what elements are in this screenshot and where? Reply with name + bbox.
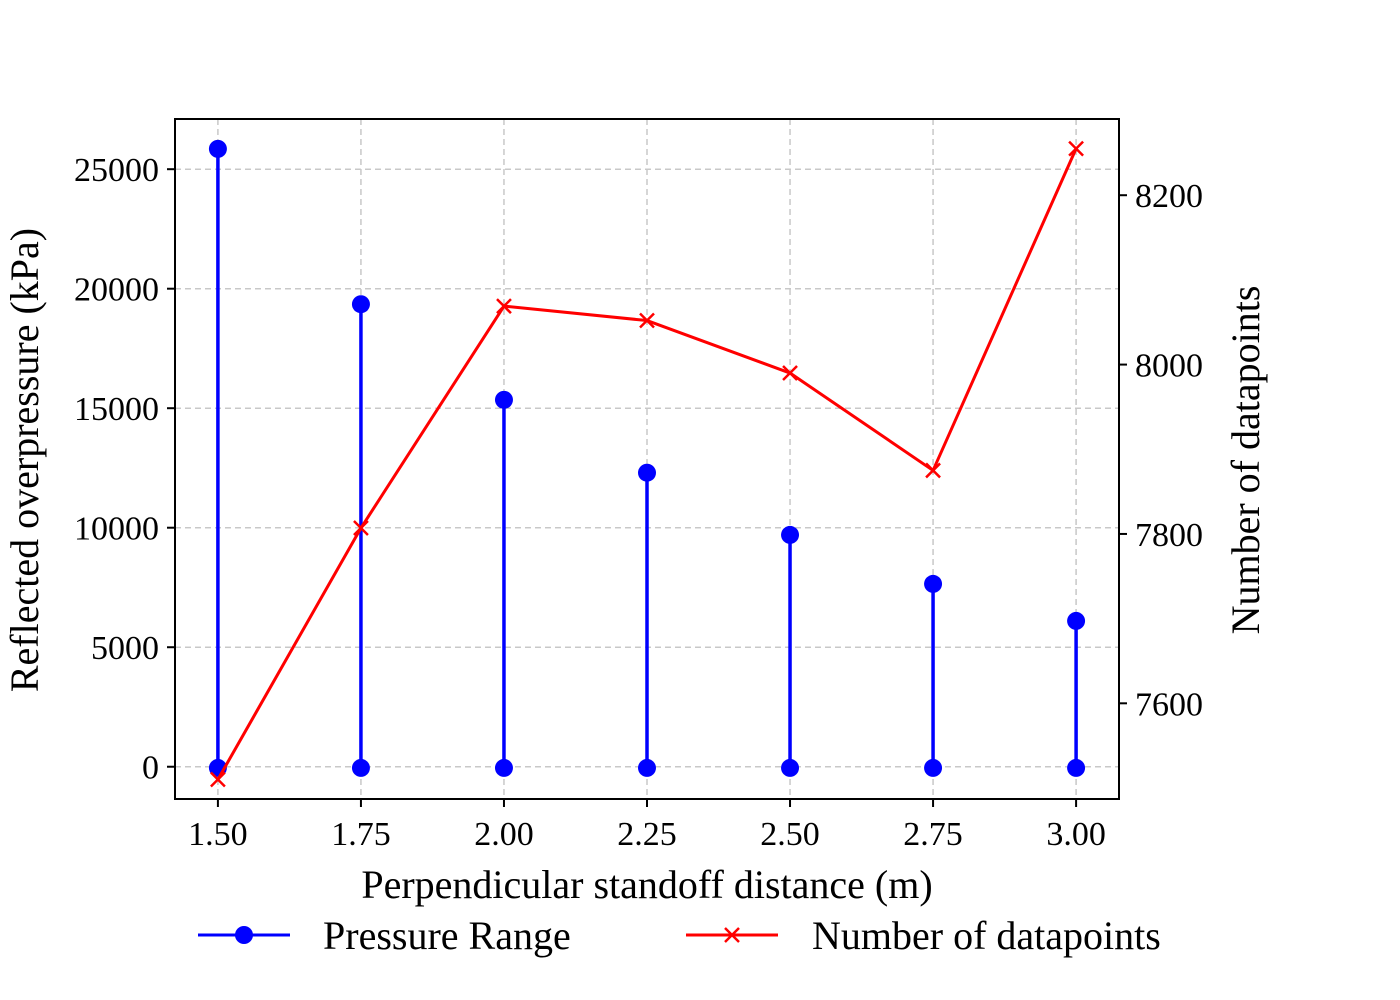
- y-axis-title: Reflected overpressure (kPa): [2, 228, 47, 692]
- y-right-tick-label: 8200: [1135, 178, 1203, 215]
- ticks-layer: 1.50 1.75 2.00 2.25 2.50 2.75 3.00 0 5000 10000 15…: [74, 152, 1203, 853]
- x-tick-label: 2.25: [617, 816, 677, 853]
- datapoints-marker: [782, 365, 798, 381]
- y-right-tick-label: 7600: [1135, 686, 1203, 723]
- y-right-tick-label: 7800: [1135, 517, 1203, 554]
- pressure-range-max-point: [1067, 611, 1086, 630]
- legend: Pressure Range Number of datapoints: [198, 913, 1161, 958]
- datapoints-marker: [639, 312, 655, 329]
- legend-datapoints-label: Number of datapoints: [812, 913, 1161, 958]
- pressure-range-max-point: [924, 574, 943, 593]
- x-tick-label: 3.00: [1046, 816, 1106, 853]
- y-tick-label: 0: [142, 750, 159, 787]
- datapoints-marker: [210, 771, 226, 788]
- x-tick-label: 2.00: [474, 816, 534, 853]
- pressure-range-min-point: [638, 758, 656, 777]
- pressure-range-min-point: [781, 758, 800, 777]
- x-tick-label: 2.75: [903, 816, 963, 853]
- legend-datapoints-marker: [724, 927, 740, 943]
- pressure-range-max-point: [494, 390, 513, 409]
- y-tick-label: 10000: [74, 511, 159, 548]
- y-tick-label: 25000: [74, 152, 159, 189]
- pressure-range-min-point: [494, 758, 513, 777]
- legend-pressure-range-label: Pressure Range: [323, 913, 571, 958]
- legend-pressure-range-marker: [235, 926, 253, 944]
- series-layer: [208, 139, 1086, 788]
- y-tick-label: 20000: [74, 272, 159, 309]
- y-right-tick-label: 8000: [1135, 348, 1203, 385]
- pressure-range-max-point: [208, 139, 227, 158]
- pressure-range-min-point: [924, 758, 943, 777]
- x-axis-title: Perpendicular standoff distance (m): [361, 862, 932, 907]
- x-tick-label: 2.50: [760, 816, 820, 853]
- y-tick-label: 15000: [74, 391, 159, 428]
- x-tick-label: 1.50: [188, 816, 248, 853]
- datapoints-marker: [353, 520, 369, 536]
- datapoints-marker: [925, 462, 941, 479]
- datapoints-marker: [496, 298, 512, 315]
- pressure-range-min-point: [1067, 758, 1086, 777]
- pressure-range-min-point: [351, 758, 370, 777]
- pressure-range-max-point: [351, 295, 370, 314]
- x-tick-label: 1.75: [331, 816, 391, 853]
- y-axis-right-title: Number of datapoints: [1223, 286, 1268, 635]
- y-tick-label: 5000: [91, 630, 159, 667]
- datapoints-marker: [1068, 140, 1084, 157]
- pressure-range-max-point: [781, 525, 800, 544]
- pressure-range-max-point: [638, 463, 656, 482]
